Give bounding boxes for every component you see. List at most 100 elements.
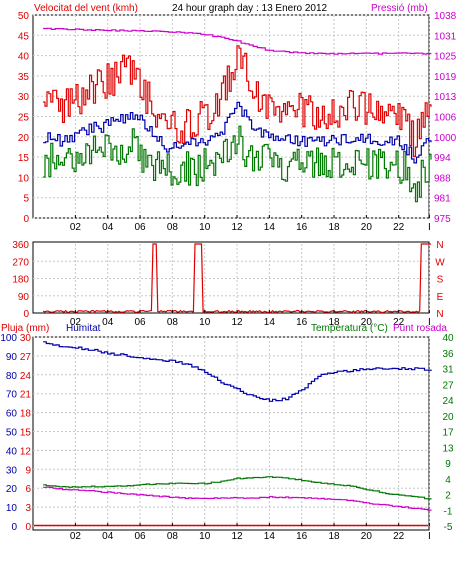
x-tick-label: 16 <box>296 531 308 542</box>
wind-tick-label: 40 <box>18 52 30 63</box>
x-tick-label: 10 <box>199 317 211 328</box>
wind-tick-label: 25 <box>18 113 30 124</box>
temperature-tick-label: 24 <box>442 396 454 407</box>
humidity-tick-label: 0 <box>11 522 17 533</box>
dewpoint-line <box>43 486 432 511</box>
rain-tick-label: 27 <box>20 352 32 363</box>
humidity-tick-label: 30 <box>6 465 18 476</box>
rain-tick-label: 0 <box>25 522 31 533</box>
pressure-tick-label: 1025 <box>434 52 457 63</box>
rain-tick-label: 18 <box>20 409 32 420</box>
x-tick-label: 22 <box>393 222 405 233</box>
wind-minimum-line <box>43 125 432 203</box>
temperature-tick-label: 31 <box>442 365 454 376</box>
humidity-tick-label: 100 <box>0 333 17 344</box>
compass-tick-label: E <box>437 292 444 303</box>
pressure-tick-label: 988 <box>434 173 451 184</box>
x-tick-label: 14 <box>264 531 276 542</box>
humidity-tick-label: 60 <box>6 409 18 420</box>
wind-tick-label: 15 <box>18 153 30 164</box>
direction-tick-label: 270 <box>12 257 29 268</box>
temperature-tick-label: 4 <box>445 475 451 486</box>
rain-tick-label: 6 <box>25 484 31 495</box>
x-tick-label: 10 <box>199 222 211 233</box>
temperature-tick-label: 2 <box>445 491 451 502</box>
rain-tick-label: 15 <box>20 428 32 439</box>
x-tick-label: 12 <box>231 222 243 233</box>
temperature-tick-label: 20 <box>442 412 454 423</box>
wind-axis-label: Velocitat del vent (kmh) <box>34 3 138 14</box>
wind-tick-label: 35 <box>18 72 30 83</box>
x-tick-label: 16 <box>296 317 308 328</box>
panel-wind-axes: 0510152025303540455097598198899410001006… <box>18 11 457 233</box>
x-tick-label: 08 <box>167 317 179 328</box>
x-tick-label: 08 <box>167 531 179 542</box>
pressure-tick-label: 1013 <box>434 92 457 103</box>
panel-humidity-axes: 0102030405060708090100036912151821242730… <box>0 333 454 542</box>
pressure-tick-label: 1000 <box>434 133 457 144</box>
x-tick-label: 18 <box>328 531 340 542</box>
x-tick-label: 12 <box>231 317 243 328</box>
compass-tick-label: N <box>436 240 443 251</box>
wind-tick-label: 10 <box>18 173 30 184</box>
temperature-tick-label: 36 <box>442 349 454 360</box>
x-tick-label: 22 <box>393 531 405 542</box>
x-tick-label: 08 <box>167 222 179 233</box>
x-tick-label: 14 <box>264 222 276 233</box>
x-tick-label: 10 <box>199 531 211 542</box>
temperature-tick-label: 17 <box>442 428 454 439</box>
x-tick-label: 12 <box>231 531 243 542</box>
temperature-tick-label: -1 <box>444 506 453 517</box>
x-tick-label: 06 <box>134 222 146 233</box>
rain-axis-label: Pluja (mm) <box>1 323 49 334</box>
humidity-tick-label: 50 <box>6 428 18 439</box>
wind-tick-label: 20 <box>18 133 30 144</box>
panel-direction-grid <box>33 244 430 313</box>
wind-tick-label: 30 <box>18 92 30 103</box>
humidity-tick-label: 90 <box>6 352 18 363</box>
direction-tick-label: 180 <box>12 275 29 286</box>
dewpoint-axis-label: Punt rosada <box>393 323 447 334</box>
pressure-line <box>43 27 432 55</box>
x-tick-label: 18 <box>328 317 340 328</box>
x-tick-label: 20 <box>361 531 373 542</box>
wind-tick-label: 5 <box>23 194 29 205</box>
rain-tick-label: 9 <box>25 465 31 476</box>
wind-tick-label: 45 <box>18 31 30 42</box>
humidity-tick-label: 10 <box>6 503 18 514</box>
x-tick-label: I <box>428 317 431 328</box>
pressure-tick-label: 981 <box>434 194 451 205</box>
temperature-line <box>43 476 432 500</box>
x-tick-label: 04 <box>102 222 114 233</box>
direction-tick-label: 0 <box>23 309 29 320</box>
rain-tick-label: 12 <box>20 446 32 457</box>
pressure-tick-label: 1006 <box>434 113 457 124</box>
temperature-axis-label: Temperatura (°C) <box>311 323 388 334</box>
humidity-tick-label: 40 <box>6 446 18 457</box>
pressure-tick-label: 994 <box>434 153 451 164</box>
wind-average-line <box>43 101 432 164</box>
wind-gust-line <box>43 45 432 157</box>
pressure-tick-label: 975 <box>434 214 451 225</box>
rain-tick-label: 24 <box>20 371 32 382</box>
x-tick-label: 06 <box>134 531 146 542</box>
x-tick-label: 02 <box>70 222 82 233</box>
pressure-tick-label: 1019 <box>434 72 457 83</box>
humidity-line <box>43 341 432 402</box>
x-tick-label: 14 <box>264 317 276 328</box>
rain-tick-label: 30 <box>20 333 32 344</box>
direction-tick-label: 90 <box>18 292 30 303</box>
wind-tick-label: 0 <box>23 214 29 225</box>
x-tick-label: 02 <box>70 317 82 328</box>
x-tick-label: I <box>428 222 431 233</box>
wind-tick-label: 50 <box>18 11 30 22</box>
x-tick-label: 22 <box>393 317 405 328</box>
compass-tick-label: W <box>435 257 445 268</box>
rain-tick-label: 21 <box>20 390 32 401</box>
x-tick-label: 04 <box>102 317 114 328</box>
temperature-tick-label: 27 <box>442 380 454 391</box>
x-tick-label: I <box>428 531 431 542</box>
